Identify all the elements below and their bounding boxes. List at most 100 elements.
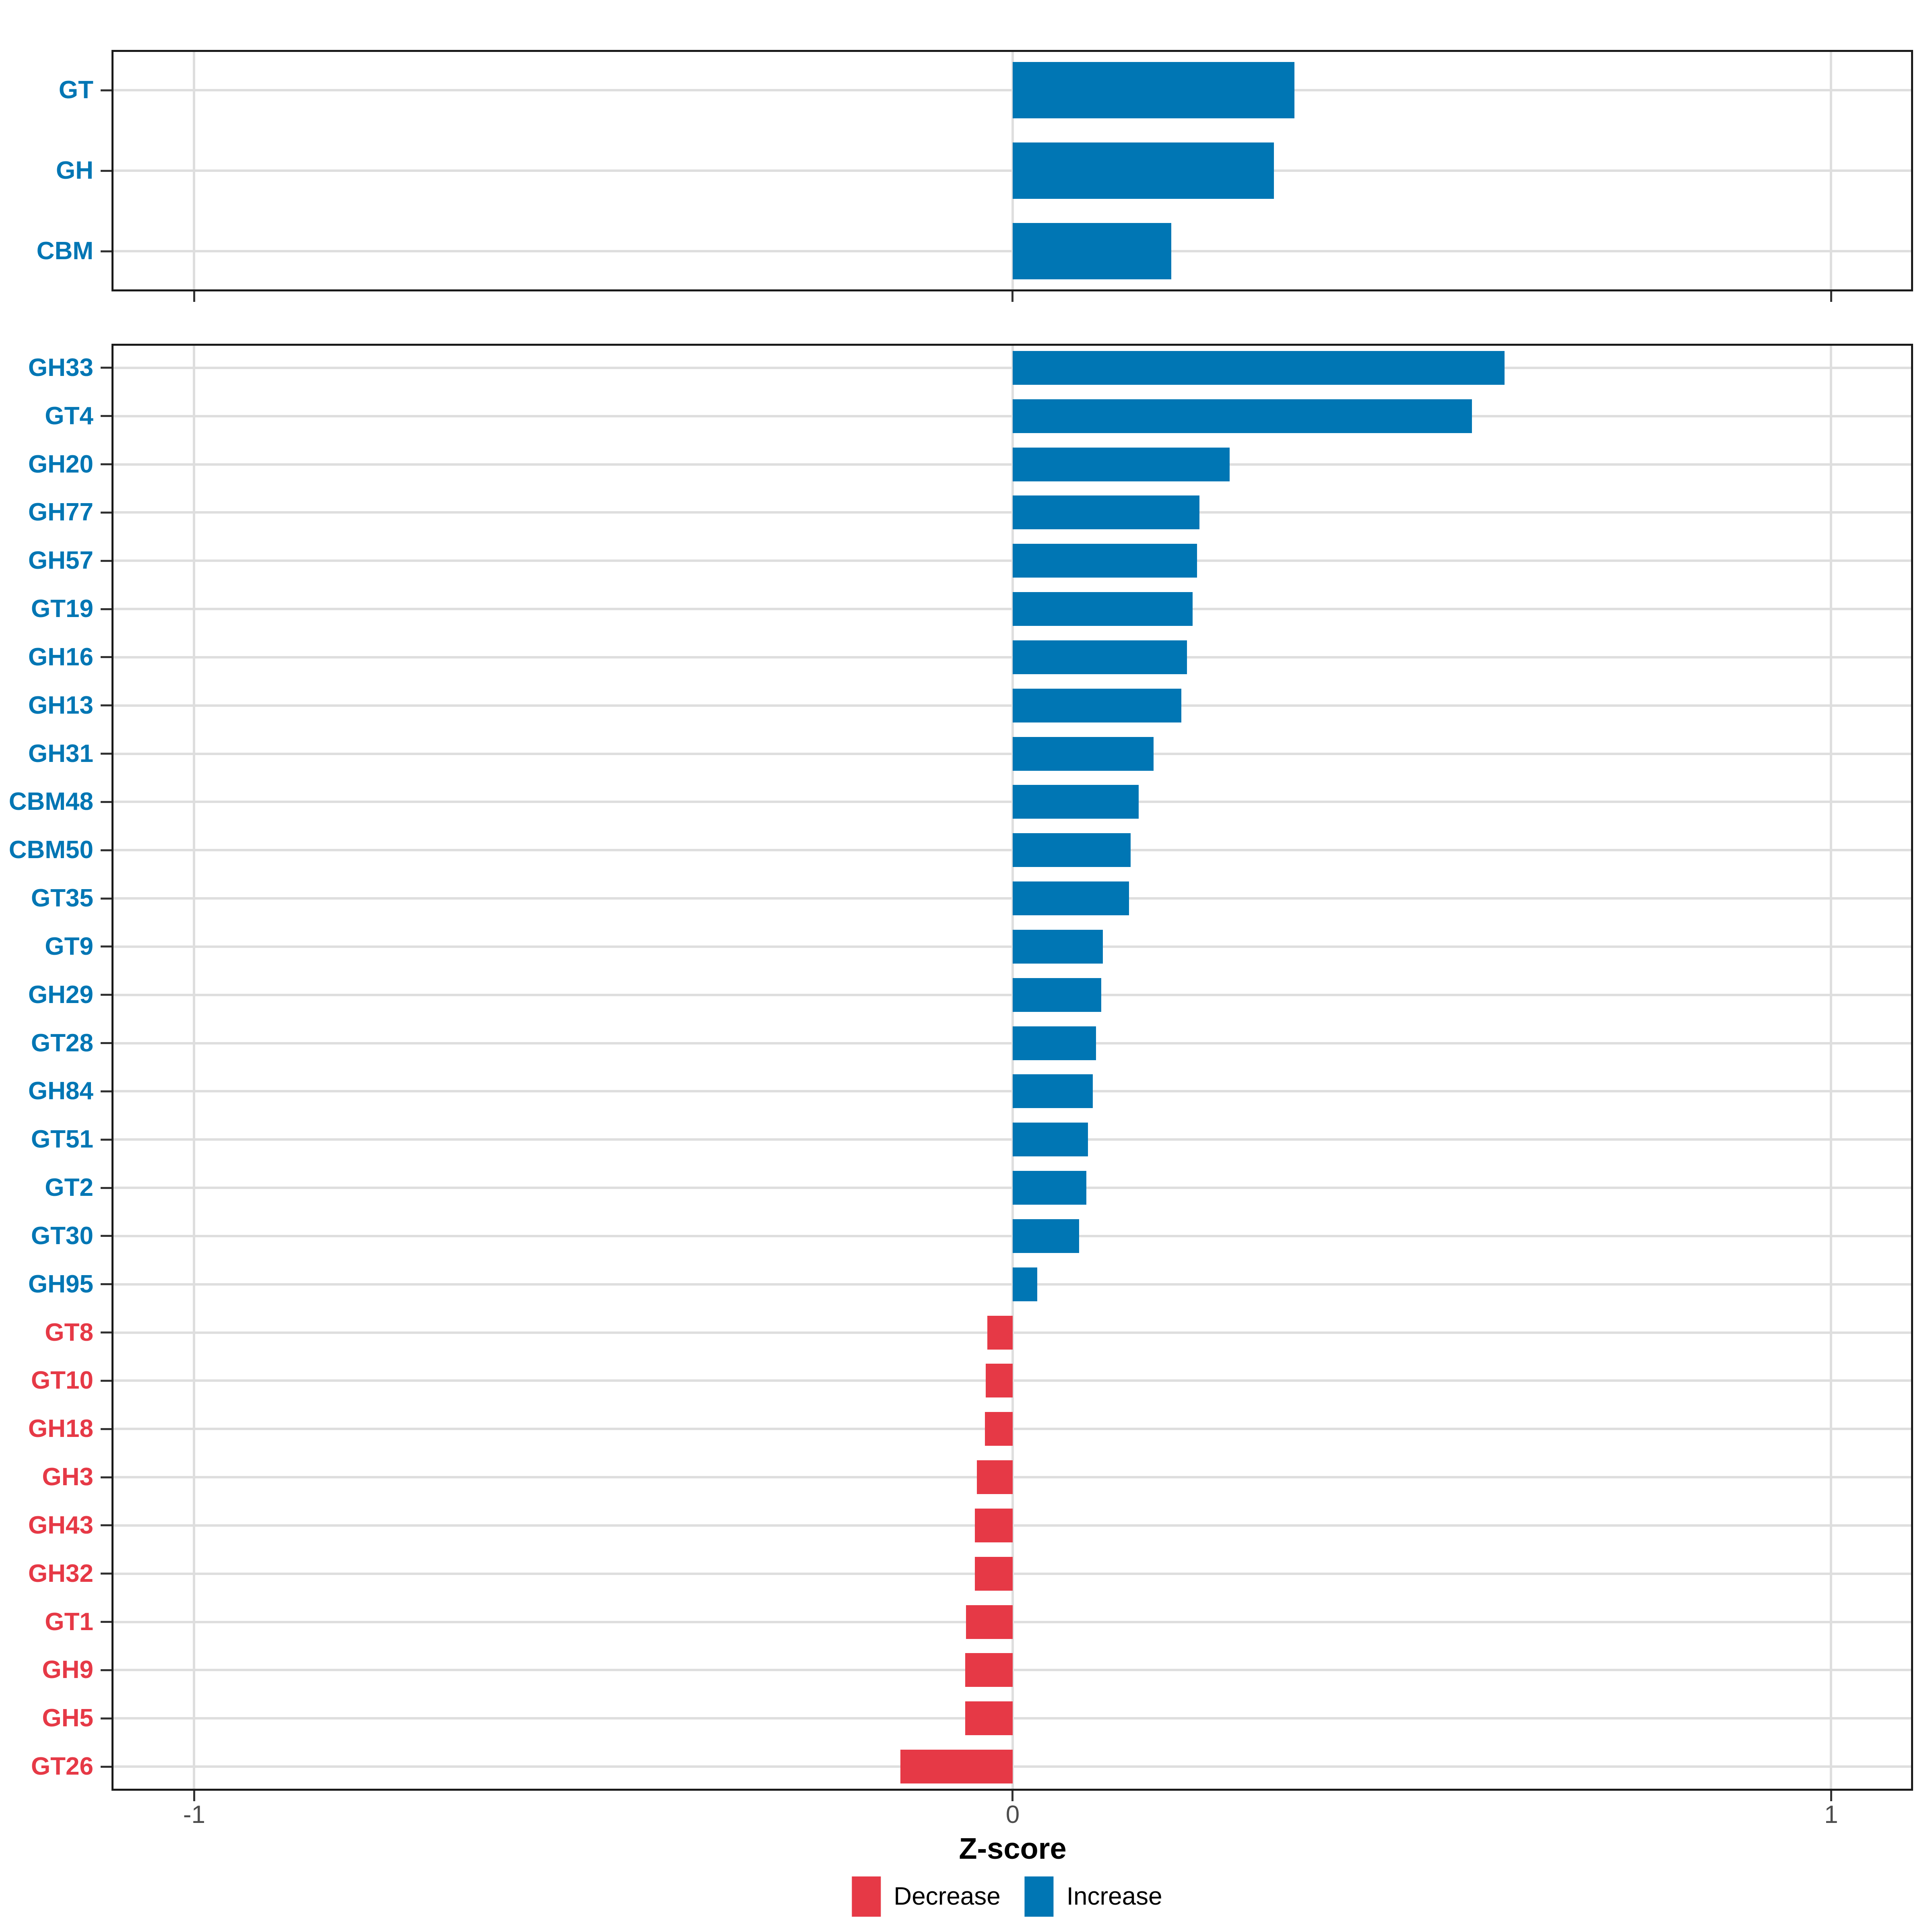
y-axis-tick [101, 89, 111, 91]
legend-label-decrease: Decrease [894, 1882, 1001, 1910]
bar-gh84 [1012, 1074, 1093, 1108]
y-axis-tick [101, 608, 111, 610]
bar-gh [1012, 142, 1274, 199]
horizontal-gridline [111, 511, 1913, 514]
bar-gh32 [975, 1556, 1013, 1591]
category-label-gt2: GT2 [45, 1174, 93, 1202]
horizontal-gridline [111, 415, 1913, 417]
horizontal-gridline [111, 897, 1913, 900]
y-axis-tick [101, 1283, 111, 1286]
x-axis-tick [193, 1791, 195, 1801]
category-label-gt35: GT35 [31, 884, 93, 912]
bar-gh3 [976, 1460, 1013, 1494]
bar-gh20 [1012, 447, 1230, 481]
bar-gt51 [1012, 1123, 1088, 1157]
panel-border-cazyme-classes [111, 50, 1913, 291]
category-label-gt51: GT51 [31, 1125, 93, 1154]
vertical-gridline [1011, 344, 1014, 1791]
category-label-gh57: GH57 [28, 547, 93, 575]
bar-gh18 [985, 1412, 1013, 1446]
category-label-gt8: GT8 [45, 1318, 93, 1346]
x-tick-label: 1 [1824, 1801, 1838, 1829]
category-label-gt28: GT28 [31, 1029, 93, 1057]
bar-gt30 [1012, 1219, 1079, 1253]
bar-gh57 [1012, 544, 1197, 578]
y-axis-tick [101, 945, 111, 948]
category-label-gt26: GT26 [31, 1752, 93, 1781]
y-axis-tick [101, 250, 111, 252]
legend-swatch-increase [1024, 1876, 1054, 1917]
horizontal-gridline [111, 849, 1913, 852]
horizontal-gridline [111, 656, 1913, 658]
horizontal-gridline [111, 993, 1913, 996]
category-label-cbm: CBM [36, 237, 93, 265]
y-axis-tick [101, 1524, 111, 1527]
bar-gh31 [1012, 737, 1154, 771]
legend-swatch-decrease [852, 1876, 881, 1917]
category-label-gt10: GT10 [31, 1366, 93, 1395]
horizontal-gridline [111, 1138, 1913, 1141]
y-axis-tick [101, 801, 111, 803]
y-axis-tick [101, 1090, 111, 1092]
horizontal-gridline [111, 1187, 1913, 1189]
y-axis-tick [101, 1573, 111, 1575]
bar-gt4 [1012, 399, 1472, 433]
category-label-gt: GT [58, 76, 93, 104]
y-axis-tick [101, 1379, 111, 1382]
y-axis-tick [101, 994, 111, 996]
y-axis-tick [101, 1138, 111, 1141]
bar-gt9 [1012, 929, 1103, 964]
x-axis-tick [1830, 1791, 1832, 1801]
bar-cbm [1012, 223, 1172, 279]
category-label-gh33: GH33 [28, 353, 93, 382]
category-label-gh95: GH95 [28, 1270, 93, 1298]
category-label-gt1: GT1 [45, 1608, 93, 1636]
bar-gt8 [987, 1315, 1013, 1350]
category-label-gh13: GH13 [28, 691, 93, 719]
horizontal-gridline [111, 801, 1913, 803]
horizontal-gridline [111, 463, 1913, 466]
horizontal-gridline [111, 250, 1913, 252]
category-label-gh31: GH31 [28, 739, 93, 768]
y-axis-tick [101, 1235, 111, 1237]
bar-gt1 [966, 1605, 1013, 1639]
bar-gh77 [1012, 495, 1199, 530]
category-label-gh77: GH77 [28, 498, 93, 526]
y-axis-tick [101, 1717, 111, 1719]
category-label-gt4: GT4 [45, 402, 93, 430]
horizontal-gridline [111, 366, 1913, 369]
x-axis-tick [193, 291, 195, 302]
y-axis-tick [101, 463, 111, 466]
bar-gt26 [900, 1750, 1013, 1784]
category-label-gh3: GH3 [42, 1463, 93, 1491]
bar-gt35 [1012, 881, 1129, 916]
y-axis-tick [101, 1669, 111, 1671]
y-axis-tick [101, 511, 111, 514]
y-axis-tick [101, 1476, 111, 1478]
x-axis-tick [1011, 291, 1014, 302]
x-tick-label: -1 [183, 1801, 206, 1829]
y-axis-tick [101, 656, 111, 658]
category-label-gh5: GH5 [42, 1704, 93, 1732]
horizontal-gridline [111, 752, 1913, 755]
y-axis-tick [101, 559, 111, 562]
vertical-gridline [193, 344, 196, 1791]
category-label-gh20: GH20 [28, 450, 93, 478]
y-axis-tick [101, 1187, 111, 1189]
y-axis-tick [101, 704, 111, 707]
y-axis-tick [101, 1621, 111, 1623]
legend-label-increase: Increase [1066, 1882, 1162, 1910]
y-axis-tick [101, 169, 111, 172]
horizontal-gridline [111, 608, 1913, 611]
category-label-gh16: GH16 [28, 643, 93, 671]
bar-gh16 [1012, 640, 1187, 674]
horizontal-gridline [111, 1042, 1913, 1044]
y-axis-tick [101, 1765, 111, 1768]
horizontal-gridline [111, 1283, 1913, 1286]
x-axis-tick [1011, 1791, 1014, 1801]
category-label-gh9: GH9 [42, 1656, 93, 1684]
bar-gh43 [975, 1508, 1013, 1542]
bar-gh13 [1012, 688, 1181, 722]
y-axis-tick [101, 1428, 111, 1430]
category-label-gt19: GT19 [31, 595, 93, 623]
